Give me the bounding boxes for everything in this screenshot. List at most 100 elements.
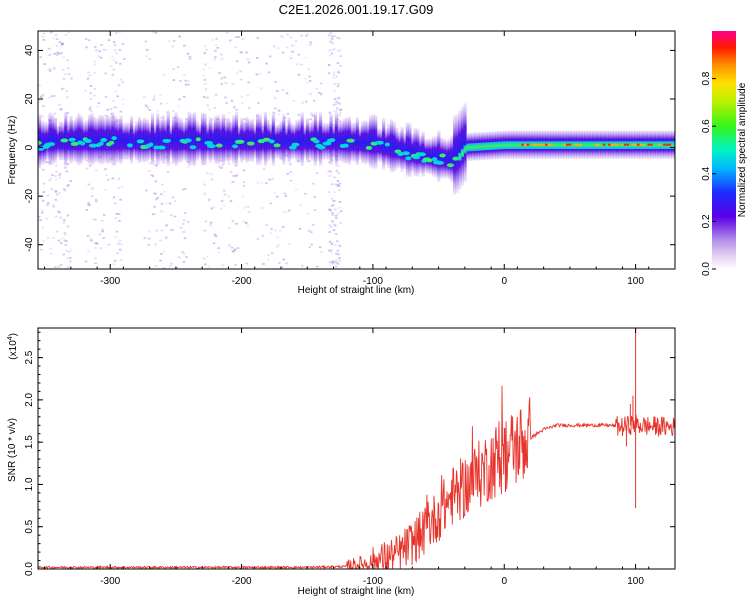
noise-pixel [331,243,334,246]
noise-pixel [286,112,290,115]
noise-pixel [154,31,158,34]
noise-pixel [261,207,265,209]
noise-pixel [334,208,337,211]
noise-pixel [281,35,284,38]
noise-pixel [169,214,173,217]
noise-pixel [40,248,43,251]
noise-pixel [69,260,72,263]
core-blob [291,142,300,147]
noise-pixel [119,198,122,201]
noise-pixel [90,239,93,242]
noise-pixel [333,48,336,51]
noise-pixel [67,184,70,187]
band-column [277,124,281,159]
band-column [319,111,323,167]
noise-pixel [276,236,279,239]
noise-pixel [336,62,340,65]
band-column [174,112,178,166]
core-column [605,141,609,150]
band-column [426,138,430,174]
noise-pixel [230,250,234,253]
noise-pixel [284,195,288,197]
noise-pixel [335,75,338,78]
noise-pixel [222,189,226,192]
core-column [673,141,675,150]
noise-pixel [337,172,340,175]
noise-pixel [261,234,265,237]
noise-pixel [120,243,123,245]
noise-pixel [304,77,307,80]
noise-pixel [204,63,207,66]
noise-pixel [63,239,67,242]
core-peak [531,143,535,146]
band-column [271,112,275,166]
band-column [169,125,173,159]
noise-pixel [89,92,92,95]
noise-pixel [107,39,111,42]
core-blob [153,145,160,150]
noise-pixel [57,52,60,55]
noise-pixel [93,63,96,66]
noise-pixel [55,38,59,41]
noise-pixel [67,67,70,70]
noise-pixel [307,229,311,232]
figure-title: C2E1.2026.001.19.17.G09 [279,2,434,17]
band-column [232,114,236,165]
noise-pixel [46,202,50,204]
noise-pixel [204,88,208,91]
core-column [460,149,465,157]
noise-pixel [265,182,268,185]
noise-pixel [329,225,333,228]
band-column [353,122,357,162]
noise-pixel [315,172,319,175]
noise-pixel [46,194,50,197]
core-column [479,142,483,151]
noise-pixel [225,32,229,34]
noise-pixel [255,73,259,76]
core-blob [329,138,336,143]
core-column [552,141,556,150]
colorbar-label: Normalized spectral amplitude [737,82,748,217]
noise-pixel [170,262,173,265]
noise-pixel [335,214,338,217]
core-blob [189,145,197,150]
noise-pixel [287,209,291,212]
noise-pixel [241,195,245,198]
noise-pixel [115,61,118,64]
noise-pixel [204,83,207,85]
noise-pixel [53,67,56,70]
band-column [153,123,157,159]
spectrogram-y-label: Frequency (Hz) [7,116,18,185]
noise-pixel [160,183,164,186]
core-blob [268,139,275,144]
noise-pixel [273,192,277,194]
noise-pixel [179,36,182,39]
band-column [379,128,383,163]
noise-pixel [117,242,120,245]
band-column [171,116,176,164]
band-column [143,117,147,163]
noise-pixel [45,161,49,163]
noise-pixel [146,49,150,51]
snr-x-label: Height of straight line (km) [298,586,415,597]
noise-pixel [94,198,98,201]
noise-pixel [213,234,217,237]
noise-pixel [330,197,334,200]
noise-pixel [49,68,52,71]
noise-pixel [49,247,52,250]
noise-pixel [102,214,106,216]
noise-pixel [64,243,68,246]
noise-pixel [117,177,121,180]
noise-pixel [224,118,228,121]
noise-pixel [38,84,42,87]
noise-pixel [41,209,44,212]
noise-pixel [256,36,259,39]
noise-pixel [118,31,122,33]
noise-pixel [270,227,273,230]
core-peak [615,143,619,146]
y-tick-label: 20 [24,93,35,105]
band-column [122,123,126,160]
noise-pixel [154,192,157,195]
noise-pixel [305,100,308,103]
band-column [119,115,123,165]
